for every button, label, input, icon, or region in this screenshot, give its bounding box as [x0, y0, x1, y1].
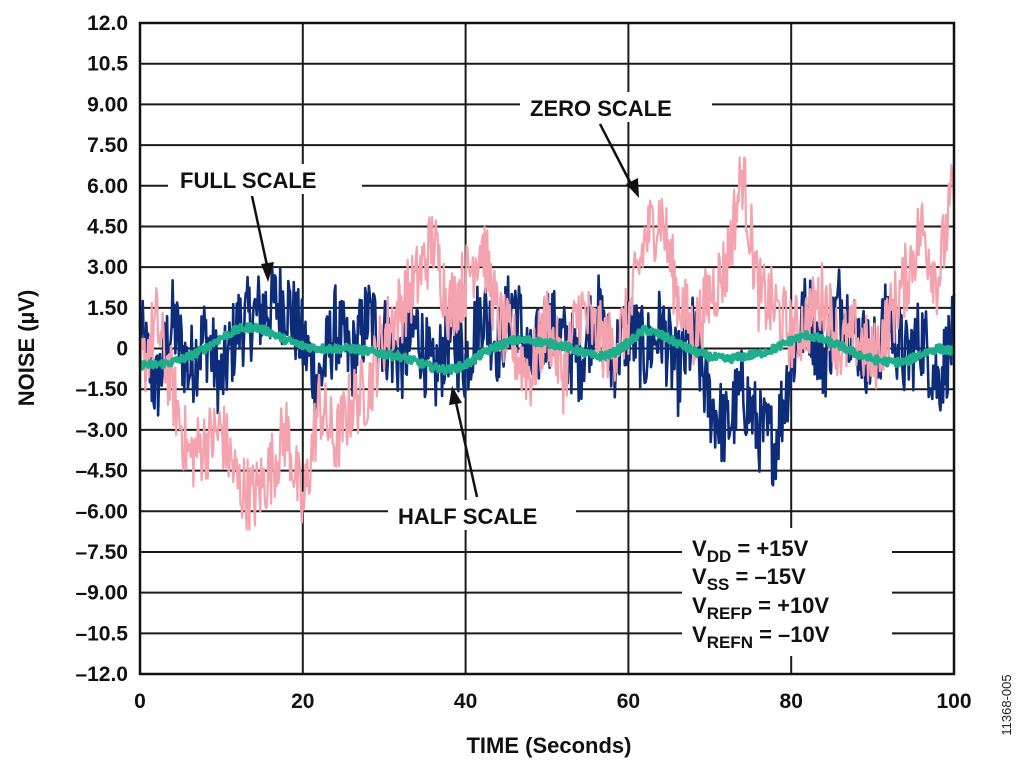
y-tick-labels: 12.0 10.5 9.00 7.50 6.00 4.50 3.00 1.50 0 –1.50 –3…	[75, 12, 128, 686]
full-scale-label-bg	[168, 164, 362, 194]
y-tick-label: 4.50	[87, 215, 128, 238]
conditions-bg	[682, 528, 892, 656]
plot-border	[138, 21, 956, 676]
y-tick-label: –12.0	[75, 663, 128, 686]
half-scale-arrow	[453, 397, 479, 498]
y-tick-label: –4.50	[75, 460, 128, 483]
condition-vdd: VDD = +15V	[692, 536, 809, 566]
y-tick-label: 7.50	[87, 134, 128, 157]
condition-vrefn: VREFN = –10V	[692, 622, 830, 652]
y-tick-label: –9.00	[75, 582, 128, 605]
x-tick-label: 80	[780, 690, 803, 713]
x-tick-label: 20	[291, 690, 314, 713]
x-tick-label: 100	[936, 690, 971, 713]
x-axis-label: TIME (Seconds)	[466, 733, 631, 758]
half-scale-label: HALF SCALE	[398, 504, 537, 529]
series-half-scale	[138, 322, 956, 376]
x-tick-labels: 0 20 40 60 80 100	[134, 690, 971, 713]
y-axis-label: NOISE (µV)	[14, 290, 39, 407]
full-scale-label: FULL SCALE	[180, 168, 316, 193]
zero-scale-arrow	[598, 123, 634, 187]
x-tick-label: 60	[617, 690, 640, 713]
zero-scale-label: ZERO SCALE	[530, 96, 672, 121]
y-tick-label: 10.5	[87, 53, 128, 76]
y-tick-label: 12.0	[87, 12, 128, 35]
condition-vss: VSS = –15V	[692, 564, 806, 594]
condition-vrefp: VREFP = +10V	[692, 593, 829, 623]
zero-scale-arrowhead	[626, 178, 639, 198]
series-layer	[138, 156, 956, 531]
y-tick-label: –3.00	[75, 419, 128, 442]
x-tick-label: 0	[134, 690, 146, 713]
y-tick-label: 9.00	[87, 93, 128, 116]
half-scale-arrowhead	[449, 386, 462, 405]
y-tick-label: 1.50	[87, 297, 128, 320]
y-tick-label: –6.00	[75, 500, 128, 523]
full-scale-arrow	[250, 195, 270, 271]
y-tick-label: –10.5	[75, 622, 128, 645]
y-tick-label: 6.00	[87, 175, 128, 198]
y-tick-label: 3.00	[87, 256, 128, 279]
full-scale-arrowhead	[261, 262, 274, 282]
x-tick-label: 40	[454, 690, 477, 713]
zero-scale-label-bg	[520, 92, 712, 122]
y-tick-label: –1.50	[75, 378, 128, 401]
conditions-block: VDD = +15V VSS = –15V VREFP = +10V VREFN…	[692, 536, 830, 652]
series-zero-scale	[138, 156, 956, 531]
half-scale-label-bg	[388, 500, 576, 530]
y-tick-label: –7.50	[75, 541, 128, 564]
figure-id: 11368-005	[999, 674, 1014, 735]
plot-frame	[138, 21, 956, 676]
y-tick-label: 0	[116, 338, 128, 361]
